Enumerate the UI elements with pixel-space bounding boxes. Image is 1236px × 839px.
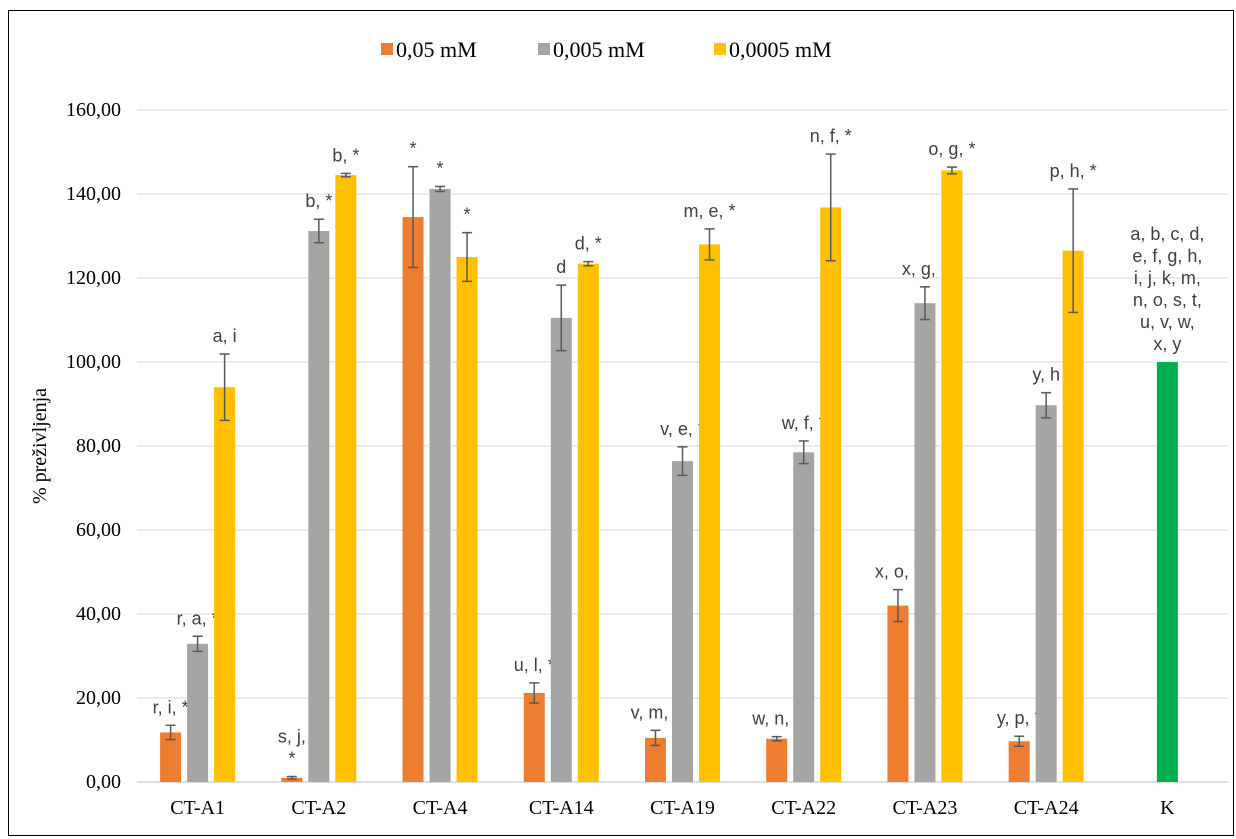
data-label: m, e, * — [683, 201, 735, 221]
bar — [214, 387, 236, 782]
bar — [645, 737, 666, 782]
bar — [1156, 362, 1178, 782]
x-tick-label: CT-A19 — [650, 797, 715, 819]
data-label: o, g, * — [928, 139, 975, 159]
data-label: r, i, * — [153, 697, 189, 717]
legend-label: 0,005 mM — [553, 37, 645, 62]
data-label: y, p, * — [997, 708, 1042, 728]
bar — [308, 230, 330, 782]
data-label: r, a, * — [177, 608, 219, 628]
bar — [577, 263, 599, 783]
data-label: b, * — [305, 191, 332, 211]
legend-label: 0,0005 mM — [729, 37, 832, 62]
bar — [766, 738, 788, 782]
bar — [456, 257, 478, 782]
bar — [187, 643, 209, 782]
bar — [429, 188, 451, 782]
data-label: w, f, * — [781, 413, 826, 433]
data-label: w, n, * — [751, 709, 801, 729]
data-label: s, j, * — [278, 727, 306, 769]
y-tick-label: 60,00 — [76, 519, 121, 541]
bar — [699, 244, 720, 782]
x-tick-label: CT-A1 — [170, 797, 225, 819]
data-label: y, h — [1032, 365, 1060, 385]
y-tick-label: 0,00 — [86, 771, 121, 793]
bar — [887, 605, 909, 782]
bar — [793, 452, 815, 782]
y-tick-label: 100,00 — [66, 351, 121, 373]
data-label: * — [437, 158, 444, 178]
x-tick-label: CT-A14 — [529, 797, 594, 819]
data-label: u, l, * — [514, 655, 555, 675]
data-label: d — [556, 257, 566, 277]
legend-swatch — [381, 43, 393, 55]
bar — [335, 175, 357, 783]
data-label: * — [464, 205, 471, 225]
legend-swatch — [714, 43, 726, 55]
y-tick-label: 140,00 — [66, 183, 121, 205]
legend-label: 0,05 mM — [396, 37, 477, 62]
data-label: * — [410, 139, 417, 159]
y-tick-label: 40,00 — [76, 603, 121, 625]
bar — [160, 732, 182, 782]
data-label: v, e, * — [660, 419, 705, 439]
bar — [523, 692, 545, 782]
bar — [672, 461, 693, 782]
bar — [914, 303, 936, 782]
x-tick-label: CT-A24 — [1014, 797, 1079, 819]
bar — [1008, 741, 1030, 782]
data-label: x, o, * — [875, 562, 921, 582]
bar — [281, 777, 303, 782]
x-tick-label: CT-A23 — [893, 797, 958, 819]
bar — [1035, 405, 1057, 782]
y-tick-label: 120,00 — [66, 267, 121, 289]
bar — [941, 170, 963, 783]
data-label: b, * — [332, 145, 359, 165]
x-tick-label: CT-A2 — [291, 797, 346, 819]
bar — [1062, 250, 1084, 782]
y-tick-label: 20,00 — [76, 687, 121, 709]
bar — [550, 317, 572, 782]
data-label: a, b, c, d, e, f, g, h, i, j, k, m, n, o, s… — [1130, 224, 1204, 354]
x-tick-label: K — [1160, 797, 1175, 819]
data-label: v, m, * — [631, 702, 681, 722]
data-label: n, f, * — [810, 126, 852, 146]
bar — [820, 207, 842, 782]
data-label: d, * — [575, 234, 602, 254]
data-label: a, i — [213, 326, 237, 346]
y-axis-label: % preživljenja — [29, 388, 51, 504]
x-tick-label: CT-A22 — [771, 797, 836, 819]
y-tick-label: 160,00 — [66, 99, 121, 121]
x-tick-label: CT-A4 — [413, 797, 468, 819]
data-label: p, h, * — [1050, 161, 1097, 181]
legend-swatch — [538, 43, 550, 55]
data-label: x, g, * — [902, 259, 948, 279]
bar — [402, 217, 424, 783]
y-tick-label: 80,00 — [76, 435, 121, 457]
